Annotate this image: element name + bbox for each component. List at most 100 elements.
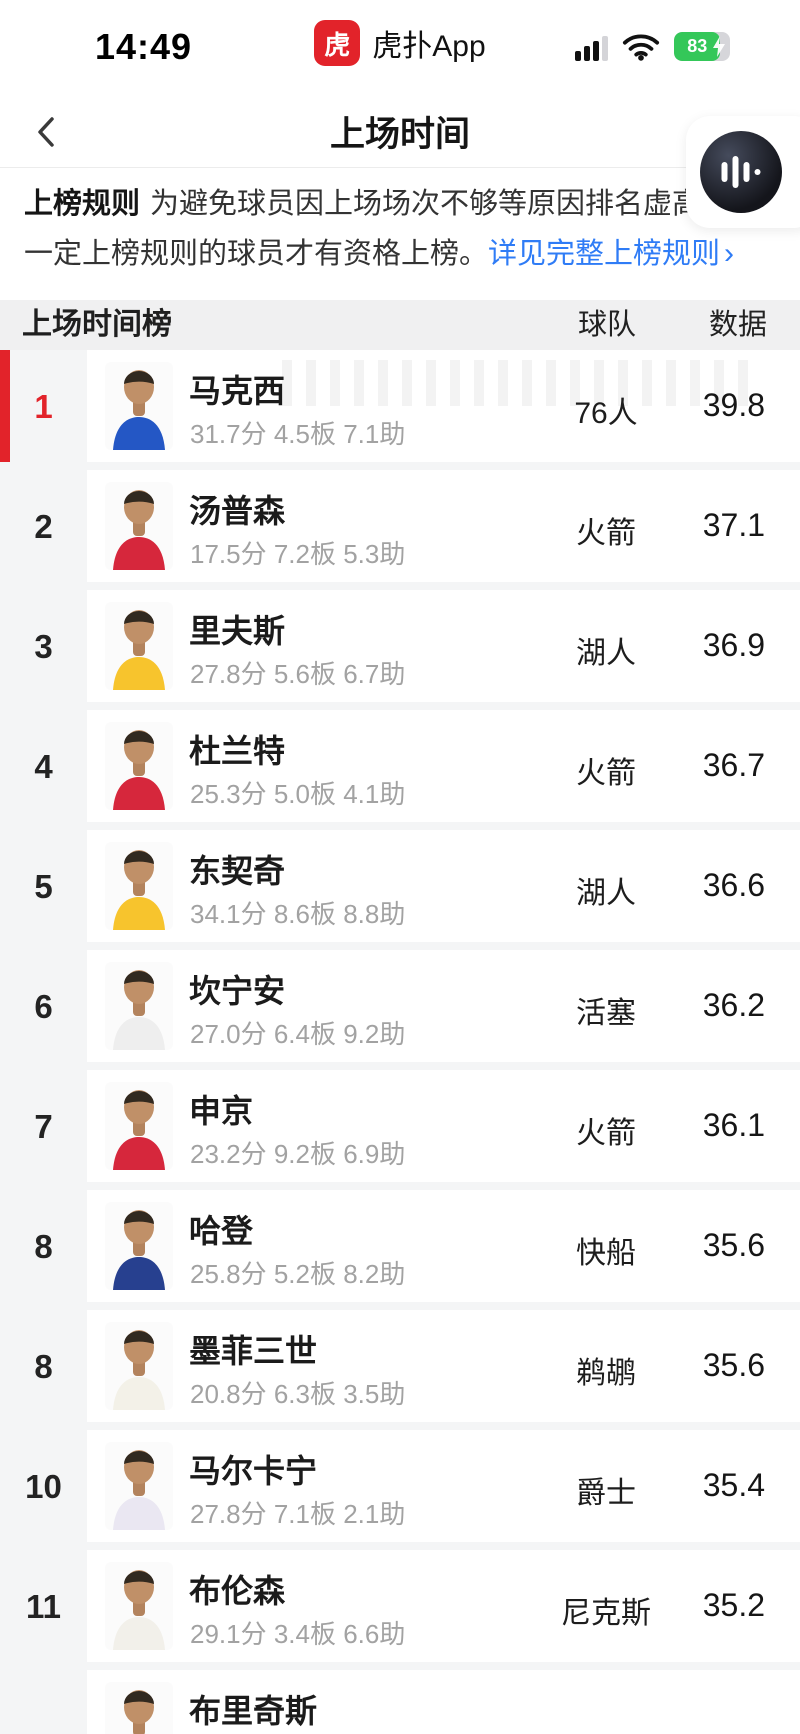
player-photo xyxy=(105,482,173,570)
status-app-indicator: 虎 虎扑App xyxy=(0,20,800,66)
status-icons: 83 xyxy=(575,32,730,61)
player-name: 哈登 xyxy=(189,1213,254,1249)
rank1-accent-bar xyxy=(0,350,10,462)
player-value: 35.6 xyxy=(702,1347,765,1383)
player-name: 杜兰特 xyxy=(189,733,286,769)
player-stats: 27.0分 6.4板 9.2助 xyxy=(190,1019,406,1049)
player-name: 马克西 xyxy=(189,373,286,409)
player-stats: 17.5分 7.2板 5.3助 xyxy=(190,539,406,569)
player-photo xyxy=(105,1562,173,1650)
player-photo xyxy=(105,1322,173,1410)
player-name: 墨菲三世 xyxy=(189,1333,318,1369)
rank-label: 8 xyxy=(34,1228,53,1265)
player-name: 申京 xyxy=(189,1093,254,1129)
rank-label: 8 xyxy=(34,1348,53,1385)
player-stats: 27.8分 5.6板 6.7助 xyxy=(190,659,406,689)
rank-label: 5 xyxy=(34,868,53,905)
battery-percent: 83 xyxy=(687,36,708,56)
player-name: 马尔卡宁 xyxy=(189,1453,318,1489)
player-team: 鹈鹕 xyxy=(576,1357,636,1390)
player-value: 36.7 xyxy=(702,747,765,783)
player-team: 火箭 xyxy=(576,517,636,550)
table-row[interactable]: 2 汤普森 17.5分 7.2板 5.3助 火箭 37.1 xyxy=(0,470,800,590)
player-team: 爵士 xyxy=(576,1477,636,1510)
rank-label: 3 xyxy=(34,628,53,665)
table-row[interactable]: 3 里夫斯 27.8分 5.6板 6.7助 湖人 36.9 xyxy=(0,590,800,710)
rank-label: 6 xyxy=(34,988,53,1025)
column-header-value: 数据 xyxy=(708,309,767,341)
player-photo xyxy=(105,362,173,450)
app-name-label: 虎扑App xyxy=(372,30,486,63)
back-button[interactable] xyxy=(24,110,68,154)
list-title: 上场时间榜 xyxy=(22,308,172,341)
ranking-list: 1 马克西 31.7分 4.5板 7.1助 76人 39.8 2 xyxy=(0,350,800,1734)
player-value: 35.2 xyxy=(702,1587,765,1623)
player-value: 35.4 xyxy=(702,1467,765,1503)
rank-label: 10 xyxy=(25,1468,62,1505)
player-stats: 25.8分 5.2板 8.2助 xyxy=(190,1259,406,1289)
table-row[interactable]: 1 马克西 31.7分 4.5板 7.1助 76人 39.8 xyxy=(0,350,800,470)
rules-notice-line1: 上榜规则 为避免球员因上场场次不够等原因排名虚高， xyxy=(24,188,731,220)
player-photo xyxy=(105,1442,173,1530)
avatar-bars-logo-icon xyxy=(721,156,761,188)
player-name: 汤普森 xyxy=(189,493,286,529)
page-title: 上场时间 xyxy=(329,115,470,154)
hupu-logo-icon: 虎 xyxy=(314,20,361,66)
clock: 14:49 xyxy=(95,26,193,67)
player-value: 36.9 xyxy=(702,627,765,663)
table-row[interactable]: 5 东契奇 34.1分 8.6板 8.8助 湖人 36.6 xyxy=(0,830,800,950)
rank-label: 11 xyxy=(26,1588,61,1625)
table-row[interactable]: 8 墨菲三世 20.8分 6.3板 3.5助 鹈鹕 35.6 xyxy=(0,1310,800,1430)
player-value: 36.2 xyxy=(702,987,765,1023)
battery-charging-icon: 83 xyxy=(674,32,730,61)
player-name: 布里奇斯 xyxy=(189,1693,318,1729)
player-photo xyxy=(105,1202,173,1290)
rank-label: 7 xyxy=(34,1108,53,1145)
charging-bolt-icon xyxy=(713,36,725,57)
player-stats: 25.3分 5.0板 4.1助 xyxy=(190,779,406,809)
player-value: 39.8 xyxy=(702,387,765,423)
table-row[interactable]: 11 布伦森 29.1分 3.4板 6.6助 尼克斯 35.2 xyxy=(0,1550,800,1670)
player-team: 火箭 xyxy=(576,757,636,790)
player-team: 活塞 xyxy=(576,997,636,1030)
table-row[interactable]: 8 哈登 25.8分 5.2板 8.2助 快船 35.6 xyxy=(0,1190,800,1310)
player-stats: 27.8分 7.1板 2.1助 xyxy=(190,1499,406,1529)
table-row[interactable]: 6 坎宁安 27.0分 6.4板 9.2助 活塞 36.2 xyxy=(0,950,800,1070)
player-team: 湖人 xyxy=(576,877,636,910)
player-stats: 34.1分 8.6板 8.8助 xyxy=(190,899,406,929)
status-bar: 14:49 虎 虎扑App 83 xyxy=(0,0,800,90)
player-name: 坎宁安 xyxy=(189,973,286,1009)
player-team: 76人 xyxy=(574,397,638,430)
player-photo xyxy=(105,602,173,690)
user-avatar xyxy=(700,131,782,213)
player-name: 里夫斯 xyxy=(189,613,286,649)
player-name: 东契奇 xyxy=(189,853,286,889)
table-row[interactable]: 7 申京 23.2分 9.2板 6.9助 火箭 36.1 xyxy=(0,1070,800,1190)
player-team: 快船 xyxy=(576,1237,636,1270)
player-photo xyxy=(105,842,173,930)
player-value: 36.1 xyxy=(702,1107,765,1143)
chevron-left-icon xyxy=(38,117,54,147)
player-stats: 31.7分 4.5板 7.1助 xyxy=(190,419,406,449)
player-stats: 20.8分 6.3板 3.5助 xyxy=(190,1379,406,1409)
column-header-team: 球队 xyxy=(577,309,636,341)
list-header: 上场时间榜 球队 数据 xyxy=(0,300,800,350)
rank-label: 2 xyxy=(34,508,53,545)
chevron-right-icon: › xyxy=(724,237,735,270)
player-team: 火箭 xyxy=(576,1117,636,1150)
cellular-signal-icon xyxy=(575,35,608,61)
player-value: 36.6 xyxy=(702,867,765,903)
table-row[interactable]: 4 杜兰特 25.3分 5.0板 4.1助 火箭 36.7 xyxy=(0,710,800,830)
avatar-card[interactable] xyxy=(686,116,800,228)
player-value: 37.1 xyxy=(702,507,765,543)
player-photo xyxy=(105,1082,173,1170)
full-rules-link[interactable]: 详见完整上榜规则 xyxy=(488,238,721,270)
player-team: 尼克斯 xyxy=(561,1597,651,1630)
player-team: 湖人 xyxy=(576,637,636,670)
rules-notice-line2: 一定上榜规则的球员才有资格上榜。详见完整上榜规则 › xyxy=(24,237,735,270)
player-photo xyxy=(105,722,173,810)
rank-label: 1 xyxy=(34,388,53,425)
table-row[interactable]: 布里奇斯 xyxy=(0,1670,800,1734)
table-row[interactable]: 10 马尔卡宁 27.8分 7.1板 2.1助 爵士 35.4 xyxy=(0,1430,800,1550)
wifi-icon xyxy=(622,34,660,61)
